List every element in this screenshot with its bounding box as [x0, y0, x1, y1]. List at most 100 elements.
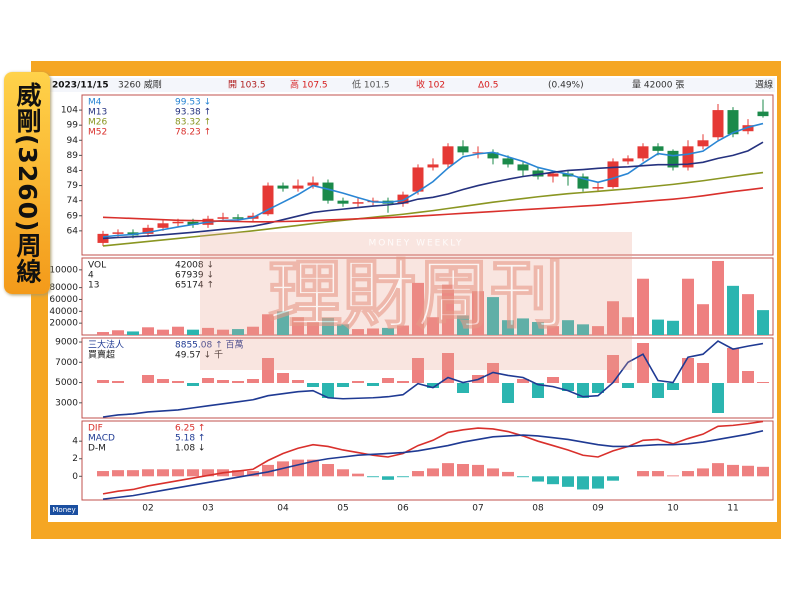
header-bar	[48, 78, 775, 92]
y-tick-label: 79	[67, 181, 79, 191]
candle-body	[322, 182, 334, 201]
bar	[172, 469, 184, 477]
legend-name: M4	[88, 98, 102, 108]
bar	[682, 278, 694, 335]
bar	[457, 315, 469, 335]
y-tick-label: 80000	[49, 283, 78, 293]
candle-body	[517, 164, 529, 171]
x-tick-label: 06	[397, 504, 409, 514]
candle-body	[142, 227, 154, 234]
line	[102, 430, 764, 500]
bar	[367, 383, 379, 386]
legend-value: 8855.08 ↑ 百萬	[175, 339, 243, 351]
bar	[202, 378, 214, 383]
bar	[187, 329, 199, 335]
bar	[172, 326, 184, 335]
bar	[532, 476, 544, 482]
bar	[757, 382, 769, 383]
bar	[142, 327, 154, 335]
bar	[652, 319, 664, 335]
legend-name: 4	[88, 271, 94, 281]
header-item: 量 42000 張	[632, 80, 684, 91]
legend-name: M13	[88, 108, 107, 118]
y-tick-label: 89	[67, 151, 79, 161]
bar	[367, 476, 379, 478]
legend-value: 5.18 ↑	[175, 434, 205, 444]
bar	[472, 464, 484, 477]
header-item: 收 102	[416, 79, 445, 91]
bar	[727, 348, 739, 383]
line	[102, 420, 764, 495]
logo: Money	[52, 506, 75, 514]
x-tick-label: 11	[727, 504, 738, 514]
bar	[697, 468, 709, 477]
candle-body	[112, 232, 124, 234]
bar	[247, 379, 259, 383]
bar	[232, 381, 244, 383]
tab-title: 威剛(3260)周線	[13, 81, 42, 285]
bar	[352, 329, 364, 335]
legend-value: 65174 ↑	[175, 281, 214, 291]
bar	[202, 327, 214, 335]
header-item: 開 103.5	[228, 80, 266, 91]
bar	[382, 327, 394, 335]
bar	[607, 476, 619, 481]
x-tick-label: 08	[532, 504, 544, 514]
y-tick-label: 110000	[44, 265, 79, 275]
bar	[112, 381, 124, 383]
bar	[742, 371, 754, 383]
bar	[517, 318, 529, 335]
legend-name: 三大法人	[88, 339, 124, 351]
bar	[172, 381, 184, 383]
bar	[232, 329, 244, 335]
bar	[382, 378, 394, 383]
candle-body	[592, 187, 604, 189]
bar	[412, 471, 424, 477]
bar	[592, 476, 604, 489]
legend-name: 買賣超	[88, 349, 115, 361]
bar	[562, 320, 574, 335]
bar	[502, 471, 514, 477]
bar	[487, 297, 499, 335]
line	[102, 187, 764, 223]
bar	[247, 471, 259, 477]
y-tick-label: 99	[67, 121, 79, 131]
legend-name: D-M	[88, 444, 106, 454]
header-item: 週線	[755, 79, 773, 91]
bar	[322, 317, 334, 335]
watermark-subtitle: MONEY WEEKLY	[368, 239, 463, 249]
candle-body	[262, 185, 274, 215]
bar	[337, 469, 349, 477]
bar	[547, 377, 559, 383]
bar	[562, 383, 574, 391]
candle-body	[667, 150, 679, 168]
legend-value: 78.23 ↑	[175, 128, 211, 138]
bar	[262, 464, 274, 477]
bar	[667, 383, 679, 390]
bar	[637, 278, 649, 335]
y-tick-label: 4	[72, 437, 78, 447]
bar	[202, 469, 214, 477]
y-tick-label: 84	[67, 166, 79, 176]
bar	[382, 476, 394, 480]
bar	[427, 383, 439, 388]
bar	[757, 466, 769, 477]
candle-body	[757, 111, 769, 117]
bar	[247, 326, 259, 335]
candle-body	[352, 202, 364, 204]
candle-body	[187, 221, 199, 225]
candle-body	[292, 185, 304, 189]
bar	[367, 328, 379, 335]
bar	[112, 330, 124, 335]
bar	[517, 379, 529, 383]
legend-name: 13	[88, 281, 99, 291]
bar	[277, 373, 289, 383]
y-tick-label: 64	[67, 226, 79, 236]
bar	[652, 471, 664, 477]
candle-body	[547, 173, 559, 177]
bar	[667, 320, 679, 335]
bar	[697, 363, 709, 383]
candle-body	[397, 194, 409, 204]
candle-body	[532, 170, 544, 177]
